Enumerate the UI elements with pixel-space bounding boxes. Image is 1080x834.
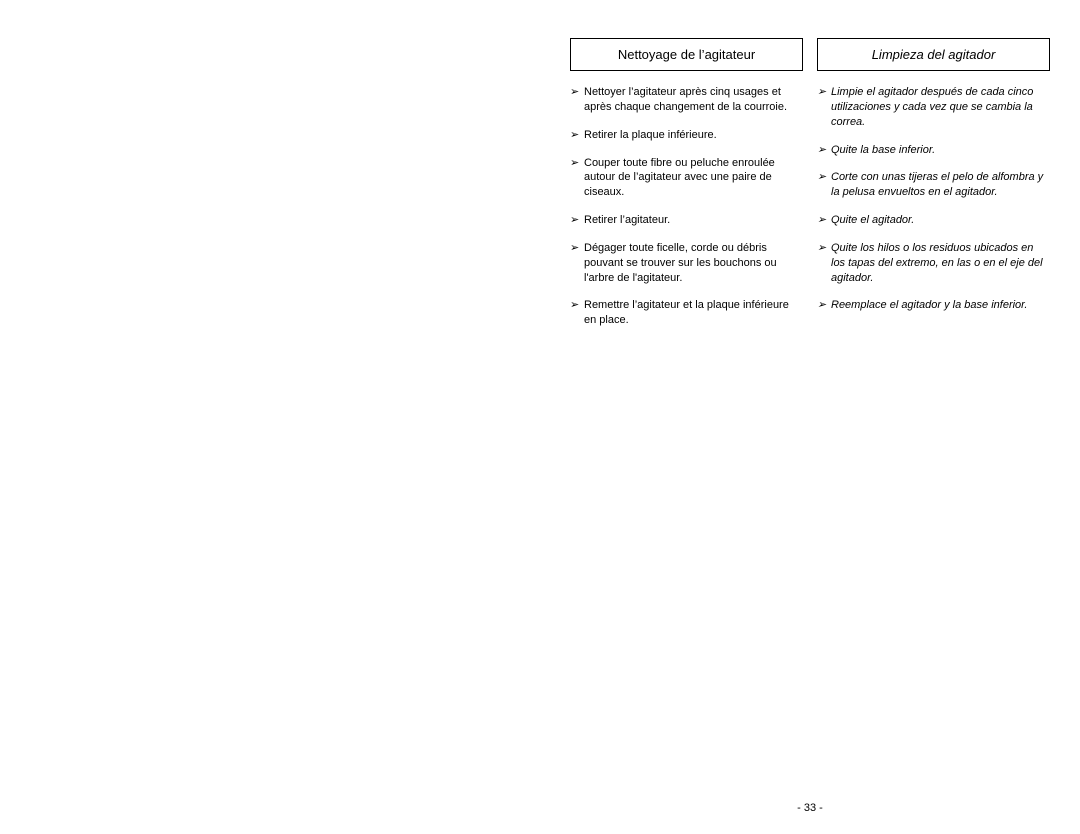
list-item-text: Quite el agitador. bbox=[831, 213, 1050, 228]
list-item: ➢Retirer l’agitateur. bbox=[570, 213, 803, 228]
list-item-text: Limpie el agitador después de cada cinco… bbox=[831, 85, 1050, 130]
bullet-arrow-icon: ➢ bbox=[570, 213, 584, 228]
bullet-arrow-icon: ➢ bbox=[817, 143, 831, 158]
list-item: ➢Remettre l’agitateur et la plaque infér… bbox=[570, 298, 803, 328]
list-item-text: Nettoyer l’agitateur après cinq usages e… bbox=[584, 85, 803, 115]
list-item-text: Reemplace el agitador y la base inferior… bbox=[831, 298, 1050, 313]
list-item-text: Remettre l’agitateur et la plaque inféri… bbox=[584, 298, 803, 328]
column-spanish: Limpieza del agitador ➢Limpie el agitado… bbox=[817, 38, 1050, 341]
list-item-text: Couper toute fibre ou peluche enroulée a… bbox=[584, 156, 803, 201]
list-spanish: ➢Limpie el agitador después de cada cinc… bbox=[817, 85, 1050, 313]
section-title-spanish: Limpieza del agitador bbox=[817, 38, 1050, 71]
list-item: ➢Quite los hilos o los residuos ubicados… bbox=[817, 241, 1050, 286]
bullet-arrow-icon: ➢ bbox=[817, 298, 831, 313]
list-item: ➢Retirer la plaque inférieure. bbox=[570, 128, 803, 143]
list-item-text: Corte con unas tijeras el pelo de alfomb… bbox=[831, 170, 1050, 200]
list-item-text: Retirer la plaque inférieure. bbox=[584, 128, 803, 143]
section-title-french: Nettoyage de l’agitateur bbox=[570, 38, 803, 71]
two-column-layout: Nettoyage de l’agitateur ➢Nettoyer l’agi… bbox=[570, 38, 1050, 341]
list-item: ➢Dégager toute ficelle, corde ou débris … bbox=[570, 241, 803, 286]
list-item-text: Retirer l’agitateur. bbox=[584, 213, 803, 228]
list-item: ➢Reemplace el agitador y la base inferio… bbox=[817, 298, 1050, 313]
list-item: ➢Corte con unas tijeras el pelo de alfom… bbox=[817, 170, 1050, 200]
list-item-text: Quite la base inferior. bbox=[831, 143, 1050, 158]
list-french: ➢Nettoyer l’agitateur après cinq usages … bbox=[570, 85, 803, 328]
bullet-arrow-icon: ➢ bbox=[570, 156, 584, 171]
list-item-text: Quite los hilos o los residuos ubicados … bbox=[831, 241, 1050, 286]
page-number: - 33 - bbox=[540, 802, 1080, 814]
bullet-arrow-icon: ➢ bbox=[570, 241, 584, 256]
bullet-arrow-icon: ➢ bbox=[817, 241, 831, 256]
bullet-arrow-icon: ➢ bbox=[817, 85, 831, 100]
list-item-text: Dégager toute ficelle, corde ou débris p… bbox=[584, 241, 803, 286]
column-french: Nettoyage de l’agitateur ➢Nettoyer l’agi… bbox=[570, 38, 803, 341]
bullet-arrow-icon: ➢ bbox=[570, 85, 584, 100]
bullet-arrow-icon: ➢ bbox=[570, 298, 584, 313]
list-item: ➢Nettoyer l’agitateur après cinq usages … bbox=[570, 85, 803, 115]
bullet-arrow-icon: ➢ bbox=[817, 170, 831, 185]
list-item: ➢Quite el agitador. bbox=[817, 213, 1050, 228]
list-item: ➢Couper toute fibre ou peluche enroulée … bbox=[570, 156, 803, 201]
list-item: ➢Limpie el agitador después de cada cinc… bbox=[817, 85, 1050, 130]
bullet-arrow-icon: ➢ bbox=[570, 128, 584, 143]
manual-page: Nettoyage de l’agitateur ➢Nettoyer l’agi… bbox=[540, 0, 1080, 834]
bullet-arrow-icon: ➢ bbox=[817, 213, 831, 228]
list-item: ➢Quite la base inferior. bbox=[817, 143, 1050, 158]
